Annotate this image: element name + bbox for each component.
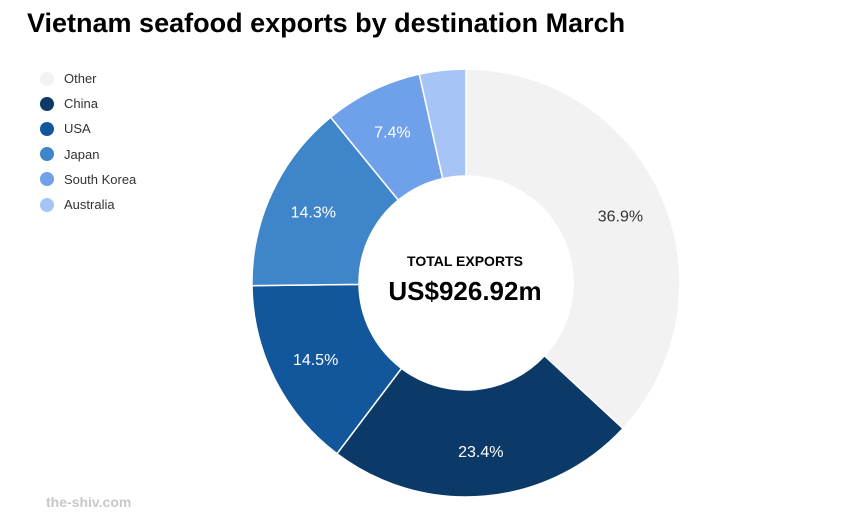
legend-item[interactable]: Japan bbox=[40, 142, 136, 167]
donut-slices bbox=[251, 68, 681, 498]
slice-value-label: 14.3% bbox=[291, 205, 336, 222]
legend-label: South Korea bbox=[64, 171, 137, 187]
legend-label: Australia bbox=[64, 197, 115, 213]
slice-value-label: 14.5% bbox=[293, 352, 338, 369]
slice-value-label: 7.4% bbox=[374, 124, 410, 141]
donut-slice-china[interactable] bbox=[335, 354, 624, 498]
legend-swatch bbox=[40, 147, 54, 162]
center-label: TOTAL EXPORTS bbox=[407, 253, 523, 269]
slice-value-label: 36.9% bbox=[598, 209, 643, 226]
donut-slice-other[interactable] bbox=[465, 68, 681, 430]
legend-swatch bbox=[40, 121, 54, 136]
source-credit: the-shiv.com bbox=[46, 494, 132, 510]
chart-title: Vietnam seafood exports by destination M… bbox=[27, 8, 626, 38]
chart-legend: Other China USA Japan South Korea Australia bbox=[40, 66, 136, 217]
donut-slice-labels: 36.9% 23.4% 14.5% 14.3% 7.4% bbox=[291, 124, 643, 460]
legend-label: Japan bbox=[64, 146, 100, 162]
legend-item[interactable]: Other bbox=[40, 66, 136, 91]
slice-value-label: 23.4% bbox=[458, 444, 503, 461]
donut-slice-australia[interactable] bbox=[418, 68, 467, 180]
legend-swatch bbox=[40, 172, 54, 187]
legend-item[interactable]: South Korea bbox=[40, 167, 136, 192]
legend-item[interactable]: USA bbox=[40, 116, 136, 141]
legend-label: USA bbox=[64, 121, 91, 137]
center-value: US$926.92m bbox=[388, 276, 541, 306]
legend-swatch bbox=[40, 197, 54, 212]
legend-swatch bbox=[40, 96, 54, 111]
legend-swatch bbox=[40, 71, 54, 86]
legend-item[interactable]: Australia bbox=[40, 192, 136, 217]
legend-item[interactable]: China bbox=[40, 91, 136, 116]
legend-label: China bbox=[64, 96, 98, 112]
legend-label: Other bbox=[64, 71, 97, 87]
